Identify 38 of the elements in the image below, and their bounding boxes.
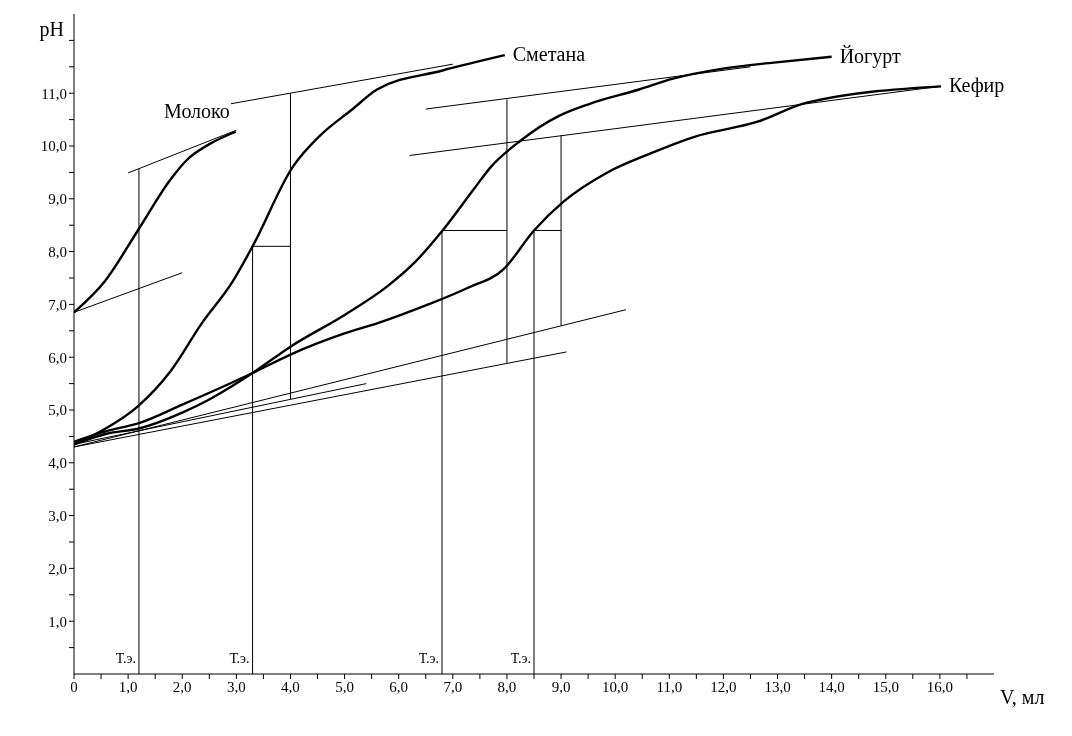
x-tick-label: 13,0 [764,678,791,695]
y-axis-title: pH [39,18,64,41]
series-label: Кефир [948,74,1005,98]
y-tick-label: 8,0 [48,243,67,260]
x-tick-label: 10,0 [602,678,629,695]
x-tick-label: 4,0 [281,678,300,695]
x-tick-label: 2,0 [172,678,192,695]
y-tick-label: 11,0 [41,85,67,102]
x-tick-label: 11,0 [656,678,683,695]
y-tick-label: 4,0 [48,455,67,472]
y-tick-label: 1,0 [48,613,67,630]
x-tick-label: 6,0 [389,678,409,695]
x-tick-label: 9,0 [551,678,571,695]
x-tick-label: 0 [70,678,78,695]
y-tick-label: 6,0 [48,349,67,366]
x-tick-label: 15,0 [872,678,899,695]
x-tick-label: 3,0 [226,678,246,695]
y-tick-label: 3,0 [48,507,67,524]
annotation: Т.э. [229,651,250,667]
y-tick-label: 10,0 [40,138,67,155]
x-tick-label: 14,0 [818,678,845,695]
y-tick-label: 9,0 [48,191,67,208]
x-tick-label: 1,0 [118,678,138,695]
y-tick-label: 5,0 [48,402,67,419]
y-tick-label: 7,0 [48,296,67,313]
annotation: Т.э. [510,651,531,667]
series-label: Сметана [512,43,586,66]
x-tick-label: 7,0 [443,678,463,695]
annotation: Т.э. [115,651,136,667]
x-tick-label: 8,0 [497,678,517,695]
series-label: Йогурт [839,44,902,68]
x-tick-label: 5,0 [335,678,354,695]
y-tick-label: 2,0 [48,560,67,577]
x-axis-title: V, мл [1000,686,1045,708]
x-tick-label: 16,0 [926,678,954,695]
annotation: Т.э. [418,651,439,667]
series-label: Молоко [164,99,230,122]
x-tick-label: 12,0 [710,678,737,695]
